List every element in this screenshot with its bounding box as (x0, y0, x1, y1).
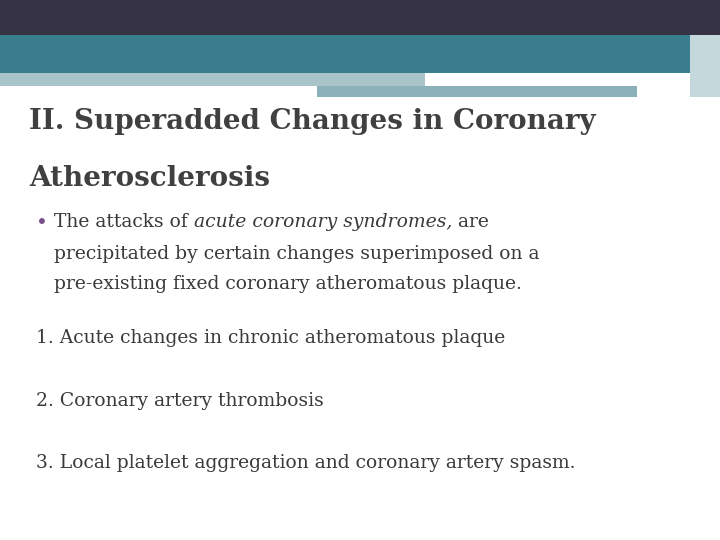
Bar (0, 73, 425, 86)
Text: pre-existing fixed coronary atheromatous plaque.: pre-existing fixed coronary atheromatous… (54, 275, 522, 293)
Text: The attacks of: The attacks of (54, 213, 194, 231)
Text: II. Superadded Changes in Coronary: II. Superadded Changes in Coronary (29, 108, 595, 135)
Text: 2. Coronary artery thrombosis: 2. Coronary artery thrombosis (36, 392, 324, 409)
Bar (0, 0, 720, 35)
Text: Atherosclerosis: Atherosclerosis (29, 165, 270, 192)
Bar (0, 35, 720, 73)
Bar (317, 86, 637, 97)
Text: are: are (452, 213, 489, 231)
Text: acute coronary syndromes,: acute coronary syndromes, (194, 213, 452, 231)
Text: •: • (36, 213, 48, 232)
Text: precipitated by certain changes superimposed on a: precipitated by certain changes superimp… (54, 245, 539, 262)
Bar (690, 35, 720, 97)
Text: 3. Local platelet aggregation and coronary artery spasm.: 3. Local platelet aggregation and corona… (36, 454, 575, 471)
Text: 1. Acute changes in chronic atheromatous plaque: 1. Acute changes in chronic atheromatous… (36, 329, 505, 347)
